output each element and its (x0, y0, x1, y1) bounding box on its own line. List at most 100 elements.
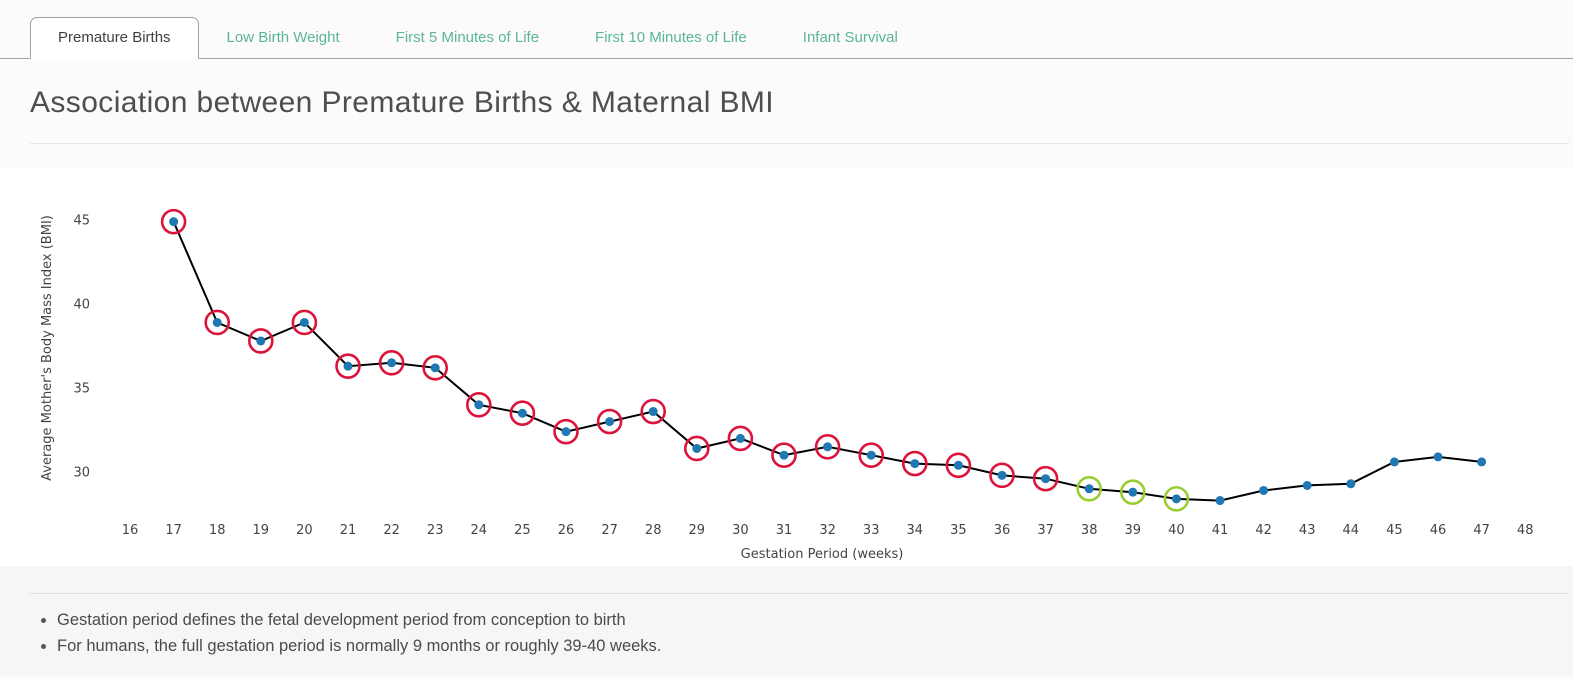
full-term-weeks-ring (1076, 475, 1102, 502)
x-tick-label: 32 (819, 523, 836, 538)
y-tick-label: 40 (73, 298, 90, 313)
x-tick-label: 27 (601, 523, 618, 538)
premature-weeks-ring (989, 462, 1015, 489)
bmi-scatter-chart: 16 17 18 19 20 21 22 23 24 25 26 27 28 29 30 31 32 33 34 35… (40, 208, 1534, 562)
tab-infant-survival[interactable]: Infant Survival (802, 29, 898, 46)
tab-premature-births[interactable]: Premature Births (30, 17, 199, 59)
premature-weeks-ring (160, 208, 187, 235)
premature-weeks-ring (247, 328, 274, 354)
data-point (605, 417, 615, 427)
data-point (997, 470, 1007, 480)
data-point (1433, 452, 1443, 462)
premature-weeks-ring (335, 353, 361, 379)
y-axis-title: Average Mother's Body Mass Index (BMI) (40, 215, 55, 481)
premature-weeks-ring (814, 433, 841, 460)
data-point (1171, 494, 1181, 504)
x-tick-label: 36 (994, 523, 1011, 538)
x-tick-label: 17 (165, 523, 182, 538)
data-point (561, 427, 571, 437)
full-term-weeks-ring (1120, 479, 1146, 505)
x-tick-label: 29 (689, 523, 706, 538)
data-point (299, 317, 309, 327)
x-tick-label: 47 (1473, 523, 1490, 538)
tab-bar: Premature Births Low Birth Weight First 5 … (0, 0, 1573, 59)
data-point (430, 363, 440, 373)
note-item: Gestation period defines the fetal devel… (57, 607, 1543, 633)
x-tick-label: 45 (1386, 523, 1403, 538)
data-point (866, 450, 876, 460)
premature-weeks-ring (945, 452, 972, 479)
x-tick-label: 44 (1343, 523, 1360, 538)
data-point (648, 407, 658, 417)
data-point (910, 459, 920, 469)
x-tick-label: 31 (776, 523, 793, 538)
tab-first-5-minutes-of-life[interactable]: First 5 Minutes of Life (395, 29, 540, 46)
data-point (1302, 480, 1312, 490)
x-tick-label: 37 (1037, 523, 1054, 538)
x-tick-label: 38 (1081, 523, 1098, 538)
x-tick-label: 28 (645, 523, 662, 538)
premature-weeks-ring (465, 392, 492, 418)
data-point (1259, 485, 1269, 495)
x-tick-label: 23 (427, 523, 444, 538)
x-tick-label: 48 (1517, 523, 1534, 538)
x-tick-label: 18 (209, 523, 226, 538)
data-point (1128, 487, 1138, 497)
x-tick-label: 40 (1168, 523, 1185, 538)
x-tick-label: 30 (732, 523, 749, 538)
data-point (823, 442, 833, 452)
premature-weeks-ring (509, 400, 536, 426)
premature-weeks-ring (640, 398, 667, 425)
x-tick-label: 16 (122, 523, 139, 538)
title-divider (30, 143, 1569, 144)
premature-weeks-ring (291, 309, 318, 336)
full-term-weeks-ring (1163, 486, 1190, 512)
x-tick-label: 26 (558, 523, 575, 538)
premature-weeks-ring (378, 350, 405, 376)
x-tick-label: 46 (1430, 523, 1447, 538)
x-tick-label: 35 (950, 523, 967, 538)
premature-weeks-ring (727, 425, 754, 452)
notes-section: Gestation period defines the fetal devel… (0, 566, 1573, 676)
premature-weeks-ring (553, 418, 579, 445)
y-tick-label: 35 (73, 382, 90, 397)
x-tick-label: 25 (514, 523, 531, 538)
data-point (1389, 457, 1399, 467)
x-tick-label: 39 (1125, 523, 1142, 538)
data-point (1346, 479, 1356, 489)
chart-card: 16 17 18 19 20 21 22 23 24 25 26 27 28 29 30 31 32 33 34 35… (0, 168, 1573, 566)
x-axis-title: Gestation Period (weeks) (741, 547, 904, 562)
data-point (212, 317, 222, 327)
y-tick-label: 45 (73, 214, 90, 229)
x-tick-label: 19 (253, 523, 270, 538)
data-point (256, 336, 266, 346)
notes-divider (30, 593, 1569, 594)
premature-weeks-ring (1032, 465, 1059, 492)
x-tick-label: 33 (863, 523, 880, 538)
premature-weeks-ring (683, 435, 710, 462)
note-item: For humans, the full gestation period is… (57, 633, 1543, 659)
premature-weeks-ring (771, 442, 797, 469)
x-tick-label: 24 (471, 523, 488, 538)
premature-weeks-ring (901, 450, 928, 477)
x-tick-label: 42 (1255, 523, 1272, 538)
data-point (953, 460, 963, 470)
premature-weeks-ring (596, 408, 623, 435)
data-point (779, 450, 789, 460)
data-point (1041, 474, 1051, 484)
x-tick-label: 34 (907, 523, 924, 538)
data-point (1215, 496, 1225, 506)
y-tick-label: 30 (73, 466, 90, 481)
x-tick-label: 21 (340, 523, 357, 538)
x-tick-label: 20 (296, 523, 313, 538)
data-point (343, 361, 353, 371)
x-tick-label: 22 (383, 523, 400, 538)
notes-list: Gestation period defines the fetal devel… (0, 567, 1573, 659)
premature-weeks-ring (858, 442, 885, 469)
tab-low-birth-weight[interactable]: Low Birth Weight (226, 29, 340, 46)
premature-weeks-ring (422, 355, 449, 381)
data-point (474, 400, 484, 410)
page-title: Association between Premature Births & M… (30, 86, 775, 119)
tab-first-10-minutes-of-life[interactable]: First 10 Minutes of Life (595, 29, 747, 46)
